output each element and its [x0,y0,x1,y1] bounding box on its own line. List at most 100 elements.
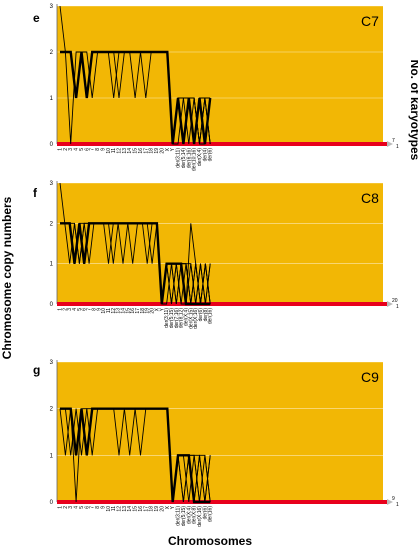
x-tick-label: 8 [95,148,101,151]
x-tick-label: 19 [154,148,160,154]
x-tick-label: der(16) [208,506,214,522]
karyotype-profile-line [60,222,211,306]
x-tick-label: 10 [106,148,112,154]
x-tick-label: 12 [117,148,123,154]
x-tick-label: 4 [74,148,80,151]
x-tick-label: der(3;11) [164,308,170,328]
x-tick-label: 6 [84,148,90,151]
x-tick-label: 5 [77,308,83,311]
x-axis-title: Chromosomes [168,534,252,548]
x-tick-label: der(X;4) [183,308,189,326]
x-tick-label: der(X;16) [193,308,199,329]
x-tick-label: 20 [159,148,165,154]
x-tick-label: 18 [140,308,146,314]
x-tick-label: 12 [117,506,123,512]
x-tick-label: X [154,307,160,311]
plot-area [57,362,383,502]
karyotype-tick-label: 1 [396,304,399,310]
x-tick-label: der(6;16) [186,148,192,169]
x-tick-label: 17 [135,308,141,314]
x-tick-label: 15 [133,506,139,512]
x-tick-label: 13 [116,308,122,314]
x-tick-label: 11 [111,506,117,511]
x-tick-label: 11 [111,148,117,153]
x-tick-label: der(X;16) [197,506,203,527]
x-tick-label: 10 [101,308,107,314]
x-tick-label: 14 [127,506,133,512]
x-tick-label: der(16) [208,308,214,324]
x-tick-label: 16 [130,308,136,314]
x-tick-label: 14 [120,308,126,314]
x-tick-label: 9 [100,506,106,509]
x-tick-label: 7 [90,506,96,509]
x-tick-label: 9 [100,148,106,151]
y-tick-label: 3 [50,360,54,366]
depth-axis-arrow [387,301,393,307]
chart-panel-f: 01232011234567891011121314151617181920XY… [33,181,399,329]
x-tick-label: der(10;16) [192,148,198,171]
y-tick-label: 0 [50,142,54,148]
x-tick-label: 2 [63,506,69,509]
depth-axis-arrow [387,141,393,147]
x-tick-label: der(3;11) [176,506,182,526]
x-tick-label: der(4) [202,148,208,162]
x-tick-label: 8 [91,308,97,311]
y-tick-label: 0 [50,302,54,308]
x-tick-label: 2 [63,148,69,151]
x-tick-label: der(X;4) [197,148,203,166]
x-tick-label: der(5;14) [181,148,187,169]
x-tick-label: 3 [67,308,73,311]
x-tick-label: 3 [68,148,74,151]
y-tick-label: 1 [50,262,54,268]
karyotype-profile-line [60,50,212,145]
panel-letter: e [33,11,40,25]
x-tick-label: Y [159,307,165,311]
karyotype-tick-label: 7 [392,138,395,144]
x-tick-label: 3 [68,506,74,509]
x-tick-label: Y [170,505,176,509]
y-tick-label: 2 [50,221,54,227]
y-tick-label: 1 [50,96,54,102]
x-tick-label: der(6) [202,506,208,520]
x-tick-label: 11 [106,308,112,313]
x-tick-label: 16 [138,148,144,154]
chart-title: C9 [361,369,379,385]
x-tick-label: der(8;12) [179,308,185,329]
y-tick-label: 1 [50,453,54,459]
y-tick-label: 0 [50,500,54,506]
x-tick-label: 1 [58,506,64,509]
x-tick-label: 8 [95,506,101,509]
chart-title: C7 [361,13,379,29]
x-tick-label: 9 [96,308,102,311]
karyotype-tick-label: 1 [396,144,399,150]
karyotype-tick-label: 20 [392,298,398,304]
x-tick-label: 16 [138,506,144,512]
x-tick-label: 5 [79,148,85,151]
karyotype-tick-label: 1 [396,502,399,508]
x-tick-label: 14 [127,148,133,154]
right-axis-title: No. of karyotypes [408,60,418,161]
x-tick-label: 13 [122,148,128,154]
zero-band [57,142,387,146]
x-tick-label: 7 [90,148,96,151]
karyotype-profile-line [60,407,211,504]
x-tick-label: 15 [133,148,139,154]
x-tick-label: der(6) [198,308,204,322]
chart-title: C8 [361,190,379,206]
x-tick-label: 20 [159,506,165,512]
x-tick-label: der(7;16) [174,308,180,329]
x-tick-label: 6 [84,506,90,509]
x-tick-label: 19 [154,506,160,512]
x-tick-label: Y [170,147,176,151]
x-tick-label: der(X;15) [188,308,194,329]
x-tick-label: 1 [58,308,64,311]
x-tick-label: 13 [122,506,128,512]
y-tick-label: 2 [50,50,54,56]
panel-letter: g [33,363,40,377]
x-tick-label: der(6) [208,148,214,162]
x-tick-label: der(5;15) [169,308,175,329]
y-tick-label: 3 [50,4,54,10]
zero-band [57,500,387,504]
